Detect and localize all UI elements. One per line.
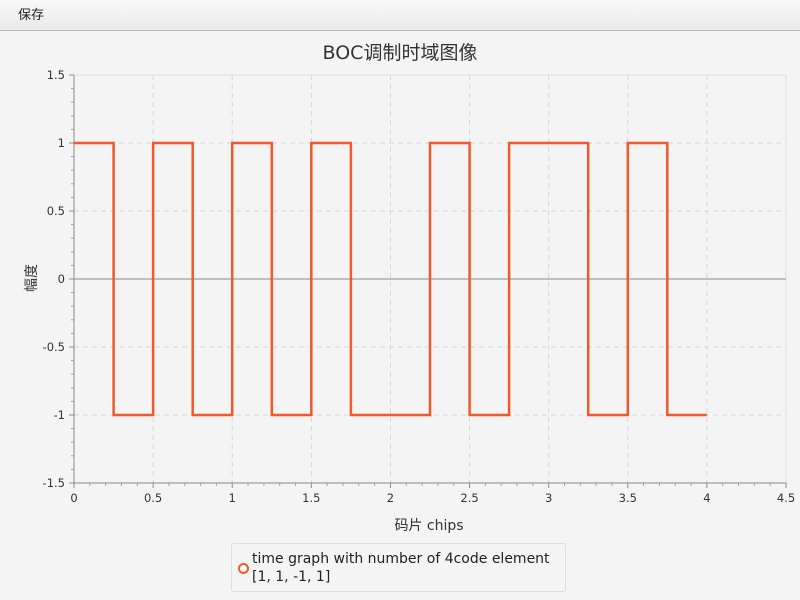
chart-title: BOC调制时域图像	[323, 42, 478, 64]
menu-bar: 保存	[0, 0, 800, 31]
save-menu[interactable]: 保存	[18, 8, 45, 23]
x-tick-label: 0.5	[144, 491, 162, 505]
y-tick-label: 1.5	[47, 68, 65, 82]
x-axis-label: 码片 chips	[394, 518, 463, 534]
legend-label-line2: [1, 1, -1, 1]	[252, 569, 331, 585]
y-axis-label: 幅度	[24, 264, 40, 292]
y-tick-label: 0.5	[47, 204, 65, 218]
y-tick-label: 0	[58, 272, 65, 286]
series	[74, 141, 707, 417]
legend-label: time graph with number of 4code element …	[252, 550, 562, 586]
y-tick-label: -1	[54, 408, 65, 422]
x-tick-label: 3.5	[619, 491, 637, 505]
y-tick-label: -1.5	[43, 476, 65, 490]
x-tick-label: 1	[229, 491, 236, 505]
x-tick-label: 4.5	[777, 491, 795, 505]
x-tick-label: 1.5	[302, 491, 320, 505]
x-tick-label: 4	[703, 491, 710, 505]
x-tick-label: 2	[387, 491, 394, 505]
y-tick-label: 1	[58, 136, 65, 150]
legend-marker-icon	[238, 563, 249, 574]
legend-label-line1: time graph with number of 4code element	[252, 551, 550, 567]
x-tick-label: 3	[545, 491, 552, 505]
y-tick-label: -0.5	[43, 340, 65, 354]
ticks: 0 0.5 1 1.5 2 2.5 3 3.5 4 4.5 1.5 1 0.5 0 -0.5 -1 -1.5	[43, 68, 796, 505]
x-tick-label: 2.5	[460, 491, 478, 505]
series-line	[74, 141, 707, 417]
chart: BOC调制时域图像 0 0.5 1 1.5 2 2.5 3 3.5 4 4.5 1.5 1 0.5 0 -0…	[24, 42, 796, 534]
x-tick-label: 0	[70, 491, 77, 505]
legend: time graph with number of 4code element …	[231, 543, 566, 592]
